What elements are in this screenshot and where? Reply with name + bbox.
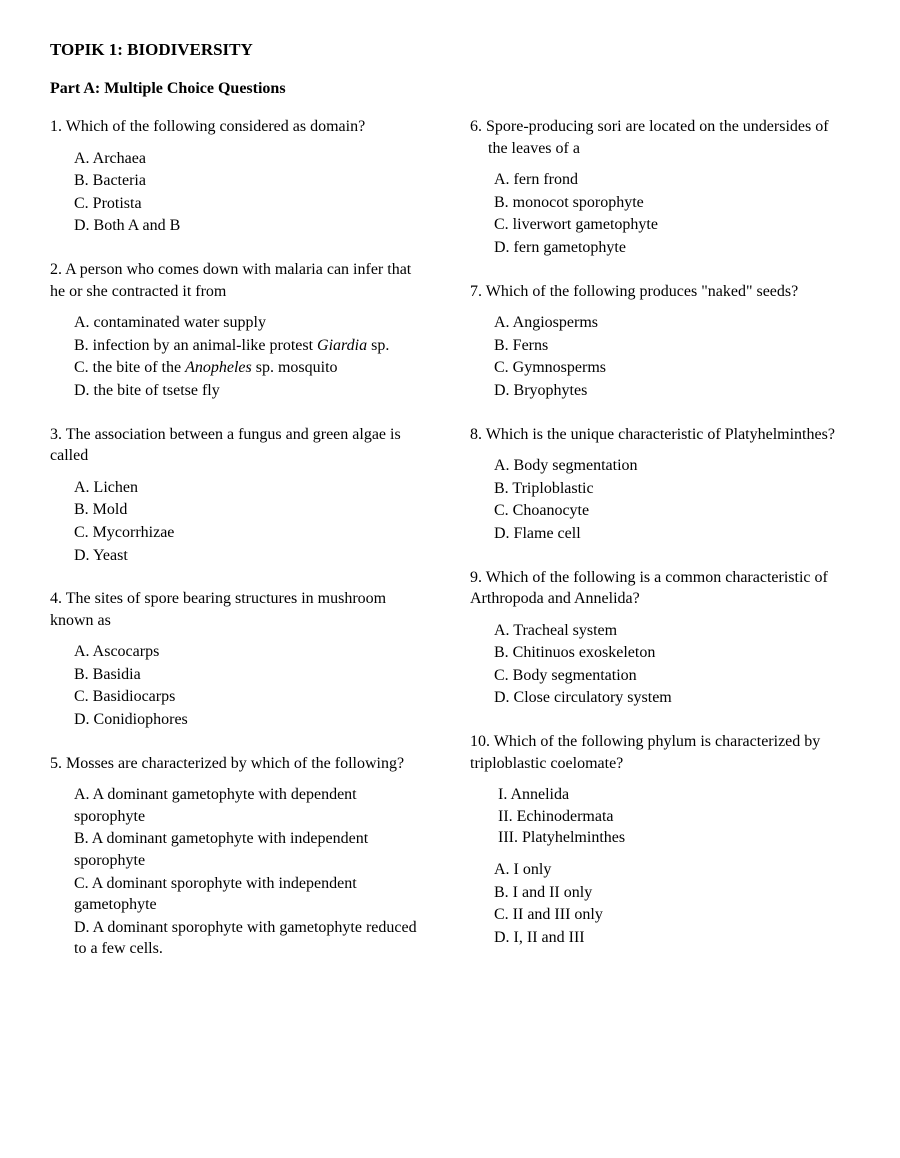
- option-c: C. Basidiocarps: [74, 686, 430, 708]
- option-a: A. fern frond: [494, 169, 850, 191]
- question-text: 1. Which of the following considered as …: [50, 116, 430, 138]
- option-d: D. A dominant sporophyte with gametophyt…: [74, 917, 430, 960]
- question-options: A. Angiosperms B. Ferns C. Gymnosperms D…: [470, 312, 850, 401]
- question-6: 6. Spore-producing sori are located on t…: [470, 116, 850, 259]
- option-b: B. Ferns: [494, 335, 850, 357]
- option-a: A. Ascocarps: [74, 641, 430, 663]
- left-column: 1. Which of the following considered as …: [50, 116, 430, 982]
- option-b: B. Basidia: [74, 664, 430, 686]
- question-text: 10. Which of the following phylum is cha…: [470, 731, 850, 774]
- question-7: 7. Which of the following produces "nake…: [470, 281, 850, 402]
- option-b: B. A dominant gametophyte with independe…: [74, 828, 430, 871]
- option-d: D. Bryophytes: [494, 380, 850, 402]
- question-options: A. A dominant gametophyte with dependent…: [50, 784, 430, 960]
- option-b: B. infection by an animal-like protest G…: [74, 335, 430, 357]
- roman-list: I. Annelida II. Echinodermata III. Platy…: [470, 784, 850, 849]
- option-b: B. I and II only: [494, 882, 850, 904]
- option-c: C. Gymnosperms: [494, 357, 850, 379]
- option-d: D. Flame cell: [494, 523, 850, 545]
- option-b: B. Triploblastic: [494, 478, 850, 500]
- question-options: A. fern frond B. monocot sporophyte C. l…: [470, 169, 850, 258]
- question-options: A. Tracheal system B. Chitinuos exoskele…: [470, 620, 850, 709]
- question-text: 2. A person who comes down with malaria …: [50, 259, 430, 302]
- two-column-layout: 1. Which of the following considered as …: [50, 116, 850, 982]
- option-a: A. contaminated water supply: [74, 312, 430, 334]
- roman-iii: III. Platyhelminthes: [498, 827, 850, 849]
- option-c: C. the bite of the Anopheles sp. mosquit…: [74, 357, 430, 379]
- option-a: A. Tracheal system: [494, 620, 850, 642]
- option-d: D. the bite of tsetse fly: [74, 380, 430, 402]
- question-10: 10. Which of the following phylum is cha…: [470, 731, 850, 948]
- option-a: A. A dominant gametophyte with dependent…: [74, 784, 430, 827]
- question-8: 8. Which is the unique characteristic of…: [470, 424, 850, 545]
- option-a: A. Body segmentation: [494, 455, 850, 477]
- option-a: A. Archaea: [74, 148, 430, 170]
- option-d: D. I, II and III: [494, 927, 850, 949]
- option-c: C. Mycorrhizae: [74, 522, 430, 544]
- option-b: B. Mold: [74, 499, 430, 521]
- question-text: 5. Mosses are characterized by which of …: [50, 753, 430, 775]
- question-options: A. I only B. I and II only C. II and III…: [470, 859, 850, 948]
- question-text: 4. The sites of spore bearing structures…: [50, 588, 430, 631]
- option-a: A. I only: [494, 859, 850, 881]
- question-5: 5. Mosses are characterized by which of …: [50, 753, 430, 960]
- question-options: A. Body segmentation B. Triploblastic C.…: [470, 455, 850, 544]
- option-c: C. II and III only: [494, 904, 850, 926]
- option-d: D. Yeast: [74, 545, 430, 567]
- option-c: C. Protista: [74, 193, 430, 215]
- right-column: 6. Spore-producing sori are located on t…: [470, 116, 850, 982]
- option-c: C. A dominant sporophyte with independen…: [74, 873, 430, 916]
- option-a: A. Lichen: [74, 477, 430, 499]
- roman-ii: II. Echinodermata: [498, 806, 850, 828]
- question-3: 3. The association between a fungus and …: [50, 424, 430, 567]
- option-b: B. Bacteria: [74, 170, 430, 192]
- question-text: 9. Which of the following is a common ch…: [470, 567, 850, 610]
- option-b: B. monocot sporophyte: [494, 192, 850, 214]
- document-title: TOPIK 1: BIODIVERSITY: [50, 40, 850, 60]
- question-options: A. contaminated water supply B. infectio…: [50, 312, 430, 401]
- question-text: 6. Spore-producing sori are located on t…: [470, 116, 850, 159]
- option-d: D. Both A and B: [74, 215, 430, 237]
- option-a: A. Angiosperms: [494, 312, 850, 334]
- option-c: C. liverwort gametophyte: [494, 214, 850, 236]
- question-2: 2. A person who comes down with malaria …: [50, 259, 430, 402]
- option-b: B. Chitinuos exoskeleton: [494, 642, 850, 664]
- question-1: 1. Which of the following considered as …: [50, 116, 430, 237]
- question-text: 7. Which of the following produces "nake…: [470, 281, 850, 303]
- question-options: A. Ascocarps B. Basidia C. Basidiocarps …: [50, 641, 430, 730]
- part-subtitle: Part A: Multiple Choice Questions: [50, 80, 850, 98]
- option-c: C. Body segmentation: [494, 665, 850, 687]
- question-options: A. Lichen B. Mold C. Mycorrhizae D. Yeas…: [50, 477, 430, 566]
- question-text: 8. Which is the unique characteristic of…: [470, 424, 850, 446]
- question-options: A. Archaea B. Bacteria C. Protista D. Bo…: [50, 148, 430, 237]
- option-d: D. Close circulatory system: [494, 687, 850, 709]
- question-4: 4. The sites of spore bearing structures…: [50, 588, 430, 731]
- question-text: 3. The association between a fungus and …: [50, 424, 430, 467]
- question-9: 9. Which of the following is a common ch…: [470, 567, 850, 710]
- option-d: D. Conidiophores: [74, 709, 430, 731]
- option-c: C. Choanocyte: [494, 500, 850, 522]
- option-d: D. fern gametophyte: [494, 237, 850, 259]
- roman-i: I. Annelida: [498, 784, 850, 806]
